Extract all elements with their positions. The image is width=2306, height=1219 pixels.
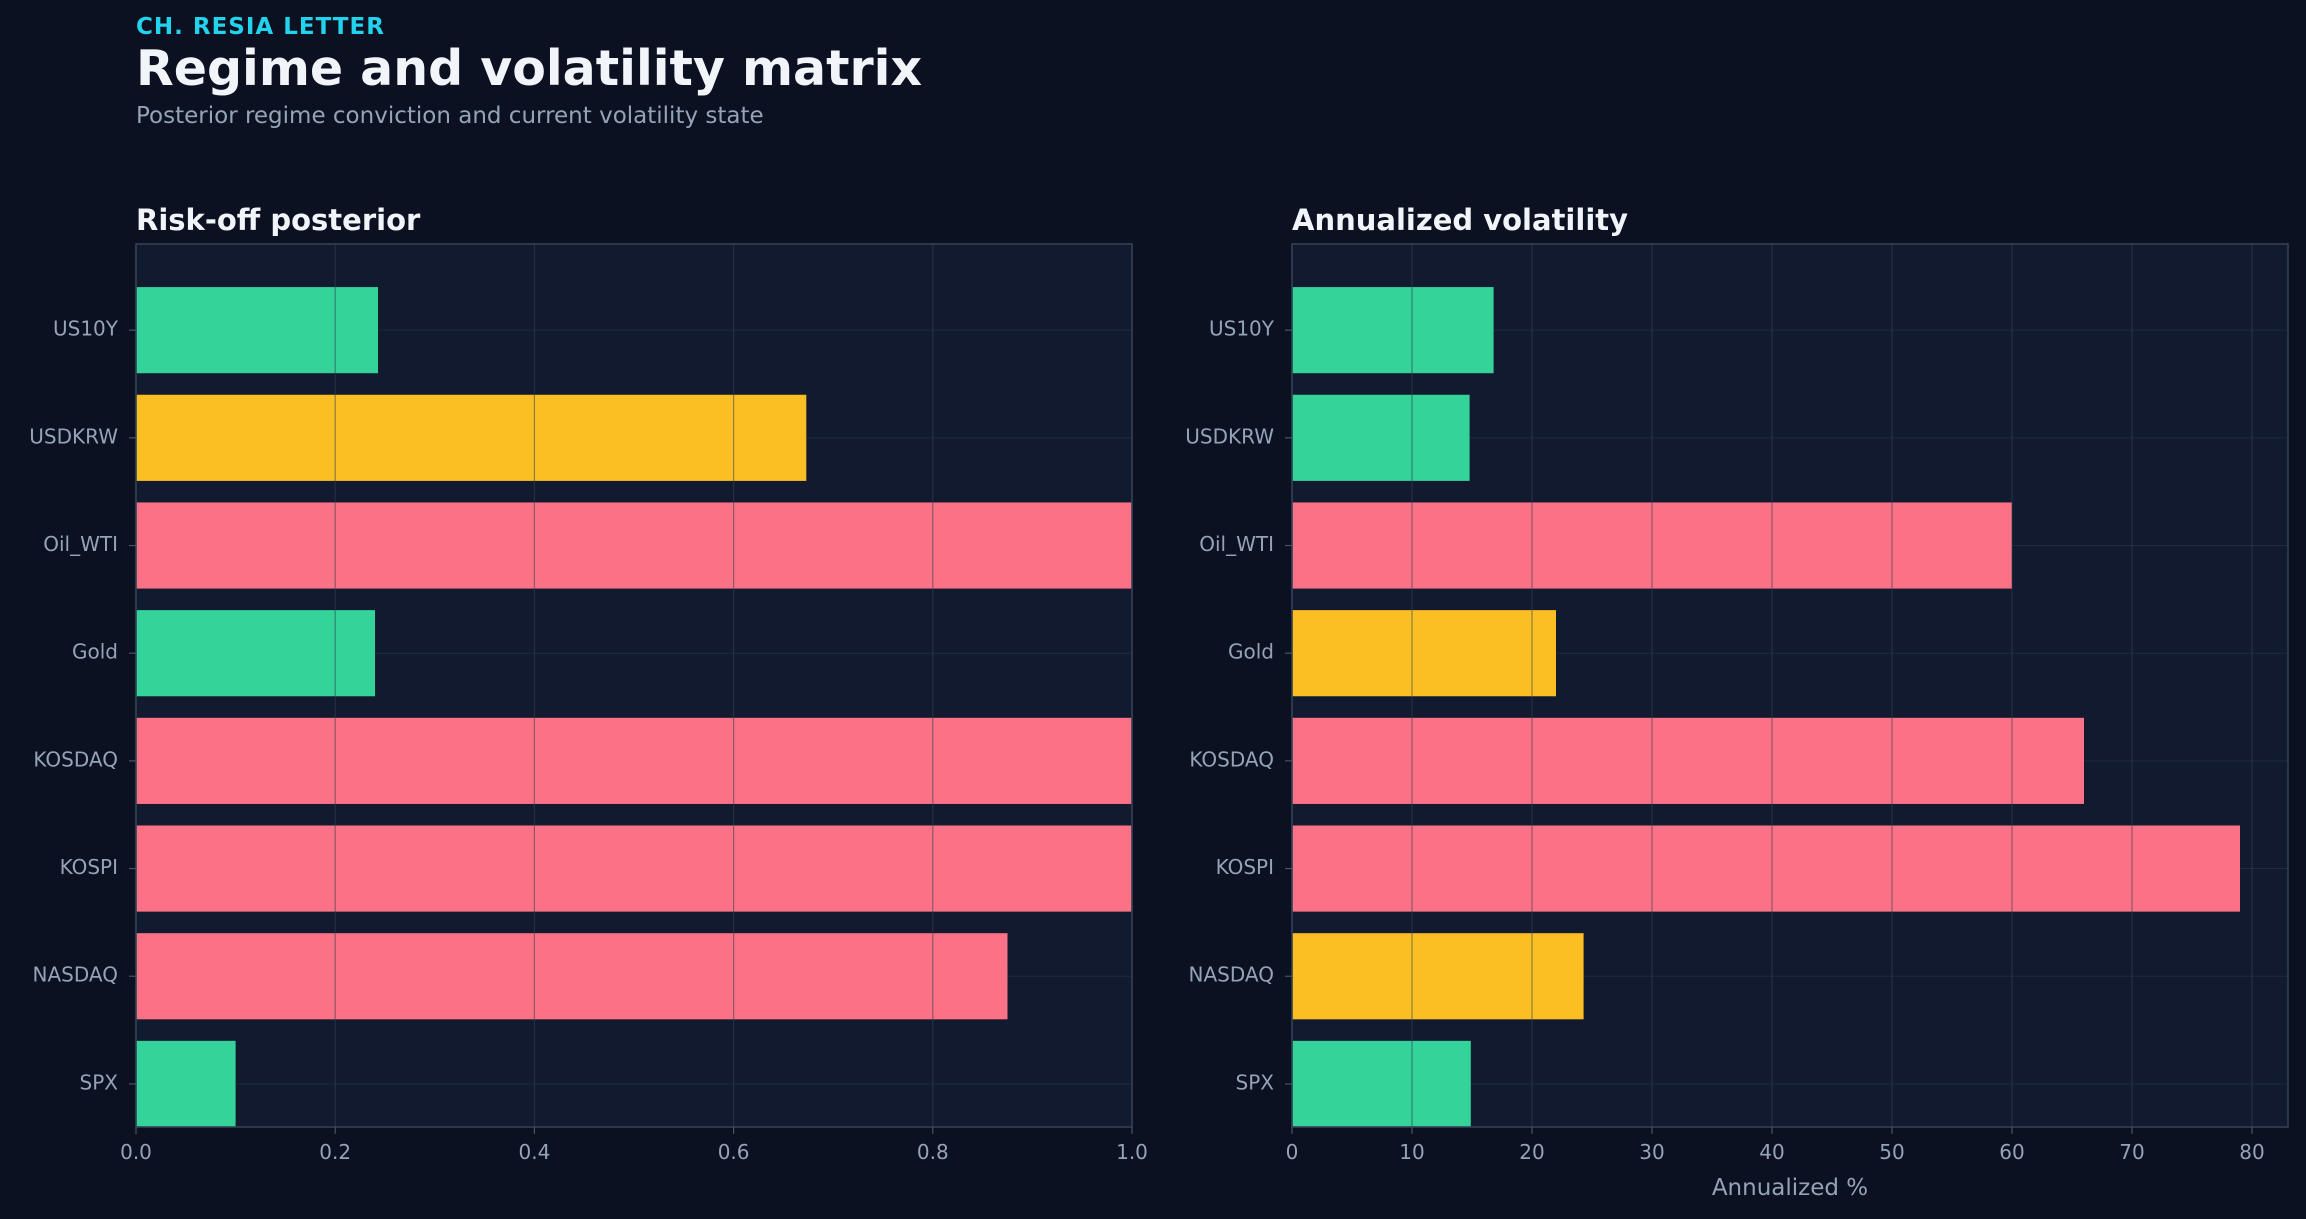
risk-off-bar-kospi	[136, 825, 1132, 912]
risk-off-xtick-label: 0.0	[120, 1140, 152, 1164]
volatility-ytick-label: Gold	[1228, 640, 1274, 664]
volatility-ytick-label: Oil_WTI	[1199, 532, 1274, 556]
risk-off-ytick-label: USDKRW	[29, 424, 118, 448]
volatility-ytick-label: SPX	[1236, 1070, 1275, 1094]
risk-off-ytick-label: Oil_WTI	[43, 532, 118, 556]
risk-off-xtick-label: 0.6	[718, 1140, 750, 1164]
risk-off-ytick-label: KOSPI	[60, 855, 118, 879]
volatility-xtick-label: 40	[1759, 1140, 1784, 1164]
volatility-xtick-label: 80	[2239, 1140, 2264, 1164]
risk-off-bar-oil_wti	[136, 502, 1132, 589]
volatility-ytick-label: KOSPI	[1216, 855, 1274, 879]
page-title: Regime and volatility matrix	[136, 40, 923, 97]
risk-off-bar-usdkrw	[136, 394, 807, 481]
volatility-frame	[1291, 243, 2289, 1128]
risk-off-xtick-label: 1.0	[1116, 1140, 1148, 1164]
volatility-bar-kospi	[1292, 825, 2240, 912]
volatility-xtick-label: 20	[1519, 1140, 1544, 1164]
volatility-bar-kosdaq	[1292, 717, 2084, 804]
risk-off-ytick-label: KOSDAQ	[33, 747, 118, 771]
volatility-xtick-label: 30	[1639, 1140, 1664, 1164]
volatility-bar-nasdaq	[1292, 933, 1584, 1020]
volatility-xtick-label: 10	[1399, 1140, 1424, 1164]
volatility-ytick-label: NASDAQ	[1189, 963, 1274, 987]
risk-off-bar-kosdaq	[136, 717, 1132, 804]
volatility-x-axis-label: Annualized %	[1712, 1175, 1868, 1201]
risk-off-bar-gold	[136, 610, 376, 697]
volatility-xtick-label: 0	[1286, 1140, 1299, 1164]
risk-off-bar-spx	[136, 1040, 236, 1127]
risk-off-bar-us10y	[136, 287, 379, 374]
risk-off-frame	[135, 243, 1133, 1128]
volatility-ytick-label: KOSDAQ	[1189, 747, 1274, 771]
volatility-bar-us10y	[1292, 287, 1494, 374]
risk-off-ytick-label: US10Y	[53, 317, 119, 341]
volatility-bar-gold	[1292, 610, 1556, 697]
risk-off-ytick-label: SPX	[80, 1070, 119, 1094]
volatility-xtick-label: 50	[1879, 1140, 1904, 1164]
volatility-xtick-label: 70	[2119, 1140, 2144, 1164]
volatility-ytick-label: US10Y	[1209, 317, 1275, 341]
volatility-bar-usdkrw	[1292, 394, 1470, 481]
risk-off-xtick-label: 0.2	[319, 1140, 351, 1164]
risk-off-xtick-label: 0.8	[917, 1140, 949, 1164]
volatility-bar-spx	[1292, 1040, 1471, 1127]
volatility-xtick-label: 60	[1999, 1140, 2024, 1164]
volatility-chart-title: Annualized volatility	[1292, 203, 1629, 237]
risk-off-bar-nasdaq	[136, 933, 1008, 1020]
risk-off-ytick-label: Gold	[72, 640, 118, 664]
risk-off-ytick-label: NASDAQ	[33, 963, 118, 987]
volatility-ytick-label: USDKRW	[1185, 424, 1274, 448]
risk-off-chart-title: Risk-off posterior	[136, 203, 421, 237]
report-kicker: CH. RESIA LETTER	[136, 14, 385, 40]
page-subtitle: Posterior regime conviction and current …	[136, 103, 764, 129]
risk-off-xtick-label: 0.4	[518, 1140, 550, 1164]
